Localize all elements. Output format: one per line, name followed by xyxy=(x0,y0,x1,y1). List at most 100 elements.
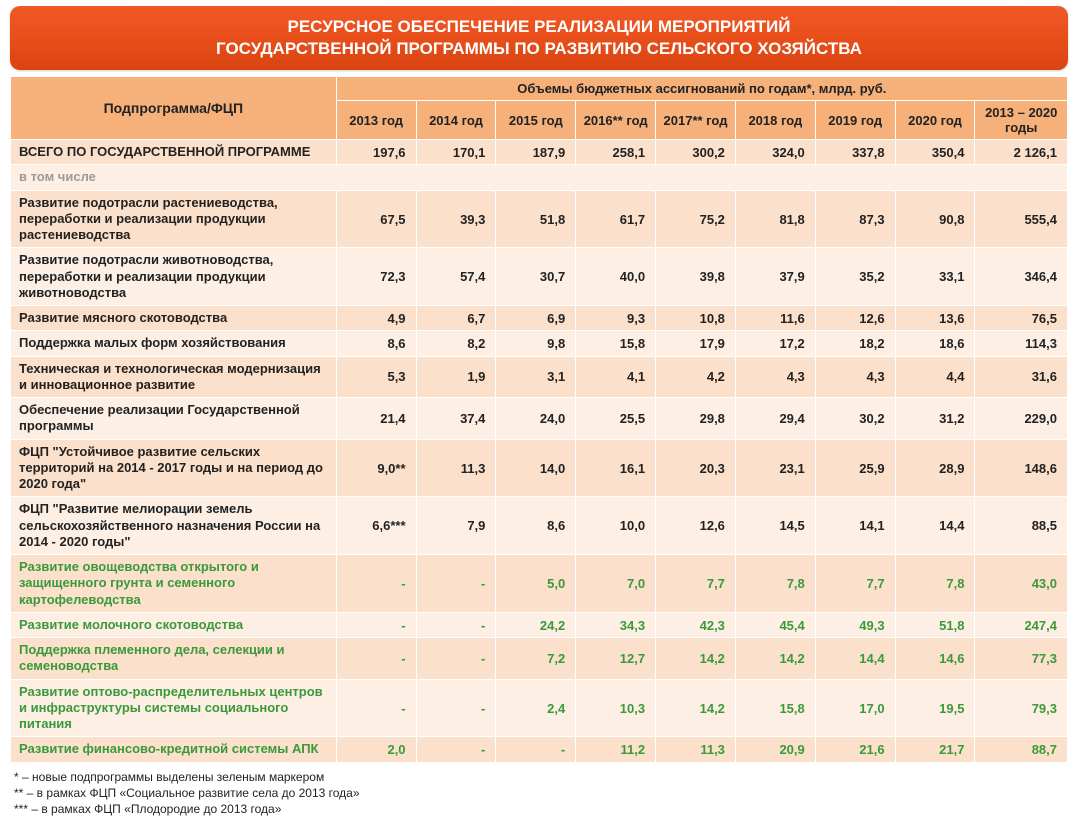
cell-value: 37,4 xyxy=(416,398,496,440)
cell-value: 21,4 xyxy=(336,398,416,440)
cell-value: 43,0 xyxy=(975,555,1068,613)
cell-value: 14,2 xyxy=(656,638,736,680)
cell-value: 72,3 xyxy=(336,248,416,306)
col-header-2015: 2015 год xyxy=(496,101,576,140)
cell-value: 229,0 xyxy=(975,398,1068,440)
cell-value: 7,8 xyxy=(895,555,975,613)
footnote-1: * – новые подпрограммы выделены зеленым … xyxy=(14,769,1064,785)
cell-value: 9,0** xyxy=(336,439,416,497)
col-header-2020: 2020 год xyxy=(895,101,975,140)
cell-value: 18,6 xyxy=(895,331,975,356)
cell-value: 14,6 xyxy=(895,638,975,680)
cell-value: 18,2 xyxy=(815,331,895,356)
table-row: Развитие подотрасли животноводства, пере… xyxy=(11,248,1068,306)
col-header-2017: 2017** год xyxy=(656,101,736,140)
cell-value: 337,8 xyxy=(815,140,895,165)
col-header-total: 2013 – 2020 годы xyxy=(975,101,1068,140)
cell-value: 12,6 xyxy=(815,306,895,331)
footnotes: * – новые подпрограммы выделены зеленым … xyxy=(14,769,1064,817)
cell-value: 49,3 xyxy=(815,612,895,637)
cell-value: 75,2 xyxy=(656,190,736,248)
cell-value: 350,4 xyxy=(895,140,975,165)
table-row: в том числе xyxy=(11,165,1068,190)
cell-value: - xyxy=(416,737,496,762)
resource-table: Подпрограмма/ФЦП Объемы бюджетных ассигн… xyxy=(10,76,1068,763)
cell-value: 4,4 xyxy=(895,356,975,398)
cell-value: 14,2 xyxy=(735,638,815,680)
cell-value: 14,4 xyxy=(895,497,975,555)
table-row: Поддержка племенного дела, селекции и се… xyxy=(11,638,1068,680)
row-label: Развитие овощеводства открытого и защище… xyxy=(11,555,337,613)
cell-value: 51,8 xyxy=(895,612,975,637)
row-label: Развитие подотрасли растениеводства, пер… xyxy=(11,190,337,248)
cell-value: 7,9 xyxy=(416,497,496,555)
row-label: Обеспечение реализации Государственной п… xyxy=(11,398,337,440)
cell-value: 12,6 xyxy=(656,497,736,555)
cell-value: 13,6 xyxy=(895,306,975,331)
col-header-2016: 2016** год xyxy=(576,101,656,140)
cell-value: 6,6*** xyxy=(336,497,416,555)
cell-value: 51,8 xyxy=(496,190,576,248)
cell-value: 29,8 xyxy=(656,398,736,440)
cell-value: 14,2 xyxy=(656,679,736,737)
cell-value: 81,8 xyxy=(735,190,815,248)
cell-value: 12,7 xyxy=(576,638,656,680)
cell-value: - xyxy=(416,679,496,737)
table-row: Обеспечение реализации Государственной п… xyxy=(11,398,1068,440)
cell-value: 25,9 xyxy=(815,439,895,497)
cell-value: 9,8 xyxy=(496,331,576,356)
cell-value: 87,3 xyxy=(815,190,895,248)
cell-value: 37,9 xyxy=(735,248,815,306)
cell-value: - xyxy=(336,638,416,680)
cell-value: 88,7 xyxy=(975,737,1068,762)
footnote-3: *** – в рамках ФЦП «Плодородие до 2013 г… xyxy=(14,801,1064,817)
cell-value: 8,2 xyxy=(416,331,496,356)
title-line-2: ГОСУДАРСТВЕННОЙ ПРОГРАММЫ ПО РАЗВИТИЮ СЕ… xyxy=(30,38,1048,60)
cell-value: 21,7 xyxy=(895,737,975,762)
table-row: Развитие мясного скотоводства4,96,76,99,… xyxy=(11,306,1068,331)
cell-value: 10,8 xyxy=(656,306,736,331)
cell-value: 24,2 xyxy=(496,612,576,637)
table-row: ФЦП "Устойчивое развитие сельских террит… xyxy=(11,439,1068,497)
row-label: Техническая и технологическая модернизац… xyxy=(11,356,337,398)
row-label: Поддержка племенного дела, селекции и се… xyxy=(11,638,337,680)
col-header-2013: 2013 год xyxy=(336,101,416,140)
cell-value: 6,7 xyxy=(416,306,496,331)
row-label: Развитие подотрасли животноводства, пере… xyxy=(11,248,337,306)
cell-value: 8,6 xyxy=(336,331,416,356)
cell-value: 11,2 xyxy=(576,737,656,762)
cell-value: 76,5 xyxy=(975,306,1068,331)
cell-value: - xyxy=(416,612,496,637)
cell-value: 258,1 xyxy=(576,140,656,165)
cell-value: 34,3 xyxy=(576,612,656,637)
col-header-2014: 2014 год xyxy=(416,101,496,140)
cell-value: 40,0 xyxy=(576,248,656,306)
cell-value: 24,0 xyxy=(496,398,576,440)
cell-value: 33,1 xyxy=(895,248,975,306)
table-row: Поддержка малых форм хозяйствования8,68,… xyxy=(11,331,1068,356)
cell-value: 4,3 xyxy=(815,356,895,398)
cell-value: 8,6 xyxy=(496,497,576,555)
cell-value: 67,5 xyxy=(336,190,416,248)
cell-value: 9,3 xyxy=(576,306,656,331)
cell-value: 77,3 xyxy=(975,638,1068,680)
cell-value: 88,5 xyxy=(975,497,1068,555)
cell-value: 187,9 xyxy=(496,140,576,165)
table-row: ВСЕГО ПО ГОСУДАРСТВЕННОЙ ПРОГРАММЕ197,61… xyxy=(11,140,1068,165)
cell-value: 5,0 xyxy=(496,555,576,613)
cell-value: 10,3 xyxy=(576,679,656,737)
table-row: Техническая и технологическая модернизац… xyxy=(11,356,1068,398)
cell-value: 30,7 xyxy=(496,248,576,306)
row-label: Развитие оптово-распределительных центро… xyxy=(11,679,337,737)
cell-value: 324,0 xyxy=(735,140,815,165)
cell-value: 17,2 xyxy=(735,331,815,356)
col-header-2018: 2018 год xyxy=(735,101,815,140)
cell-value: 7,0 xyxy=(576,555,656,613)
cell-value: 57,4 xyxy=(416,248,496,306)
cell-value: 14,1 xyxy=(815,497,895,555)
cell-value: 2,0 xyxy=(336,737,416,762)
cell-value: 25,5 xyxy=(576,398,656,440)
col-header-super: Объемы бюджетных ассигнований по годам*,… xyxy=(336,77,1067,101)
cell-value: - xyxy=(336,679,416,737)
cell-value: 61,7 xyxy=(576,190,656,248)
